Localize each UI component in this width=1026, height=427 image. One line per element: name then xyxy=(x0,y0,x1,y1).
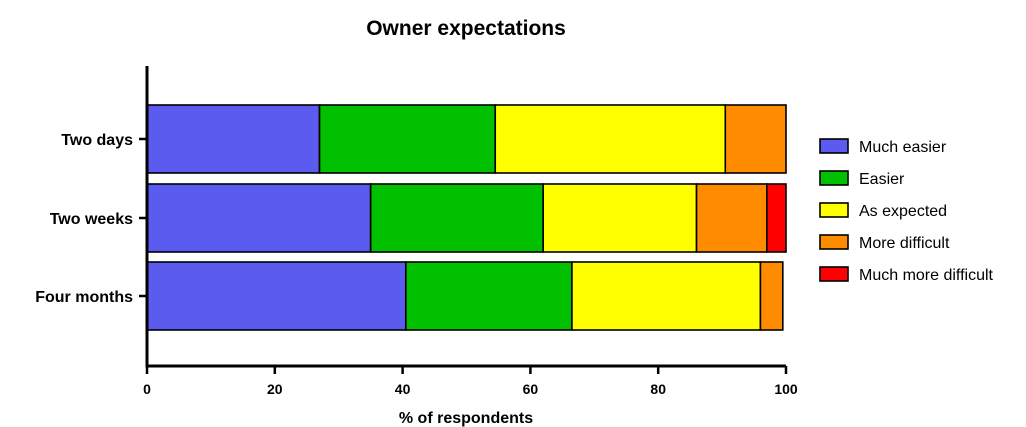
legend-swatch xyxy=(819,138,849,154)
legend-swatch xyxy=(819,202,849,218)
bar-segment-two-days-more-difficult xyxy=(724,104,787,174)
x-tick-label: 0 xyxy=(143,381,151,397)
legend-swatch xyxy=(819,170,849,186)
bar-segment-four-months-more-difficult xyxy=(759,261,784,331)
legend-label: Easier xyxy=(859,171,905,188)
bars-group xyxy=(146,104,787,331)
x-tick-label: 20 xyxy=(267,381,283,397)
chart-title: Owner expectations xyxy=(366,17,566,40)
x-tick-label: 40 xyxy=(395,381,411,397)
y-ticks-group: Two days Two weeks Four months xyxy=(35,132,147,306)
legend: Much easier Easier As expected More difficu… xyxy=(819,138,994,284)
bar-segment-two-weeks-as-expected xyxy=(542,183,698,253)
bar-segment-two-days-as-expected xyxy=(494,104,727,174)
x-tick-label: 80 xyxy=(650,381,666,397)
x-ticks-group: 0 20 40 60 80 100 xyxy=(143,366,798,397)
x-axis-title: % of respondents xyxy=(399,410,533,427)
legend-label: More difficult xyxy=(859,235,950,252)
legend-label: As expected xyxy=(859,203,947,220)
bar-segment-two-weeks-easier xyxy=(369,183,544,253)
bar-segment-four-months-easier xyxy=(404,261,573,331)
x-tick-label: 60 xyxy=(523,381,539,397)
bar-segment-two-weeks-much-easier xyxy=(146,183,372,253)
axes-group xyxy=(145,66,786,368)
bar-segment-two-days-easier xyxy=(318,104,497,174)
bar-segment-two-days-much-easier xyxy=(146,104,321,174)
bar-segment-four-months-as-expected xyxy=(571,261,762,331)
legend-label: Much easier xyxy=(859,139,947,156)
category-label: Two weeks xyxy=(50,211,133,228)
legend-label: Much more difficult xyxy=(859,267,994,284)
bar-segment-two-weeks-much-more-difficult xyxy=(766,183,787,253)
bar-segment-four-months-much-easier xyxy=(146,261,407,331)
legend-swatch xyxy=(819,234,849,250)
category-label: Two days xyxy=(61,132,133,149)
bar-segment-two-weeks-more-difficult xyxy=(695,183,768,253)
legend-swatch xyxy=(819,266,849,282)
x-tick-label: 100 xyxy=(774,381,798,397)
category-label: Four months xyxy=(35,289,133,306)
